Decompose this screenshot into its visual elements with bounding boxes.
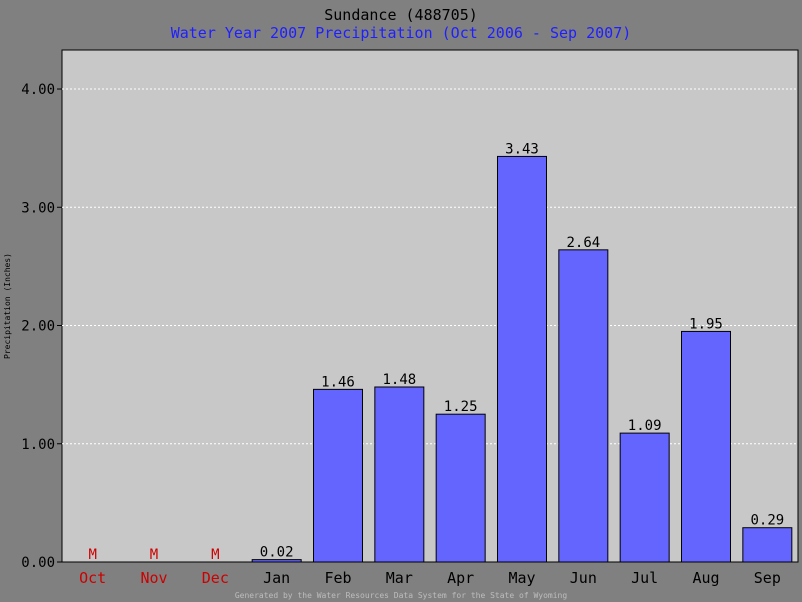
x-tick-label: Jan — [263, 569, 290, 587]
bar — [497, 155, 547, 563]
y-tick-label: 4.00 — [21, 82, 55, 98]
data-label: 1.48 — [382, 372, 416, 388]
bar — [251, 559, 302, 563]
bar — [435, 413, 486, 563]
bar — [374, 386, 425, 563]
y-tick-label: 1.00 — [21, 437, 55, 453]
x-tick-label: Nov — [140, 569, 167, 587]
missing-marker: M — [150, 547, 158, 563]
bar — [558, 249, 609, 563]
y-tick-label: 0.00 — [21, 555, 55, 571]
bars — [251, 155, 793, 563]
x-tick-label: Oct — [79, 569, 106, 587]
data-label: 1.09 — [628, 418, 662, 434]
x-tick-label: Jun — [570, 569, 597, 587]
bar — [742, 527, 793, 563]
x-tick-label: Feb — [324, 569, 351, 587]
chart-title: Sundance (488705) — [324, 6, 478, 24]
data-label: 0.29 — [750, 513, 784, 529]
y-axis-label: Precipitation (Inches) — [3, 253, 12, 359]
bar — [681, 330, 731, 563]
grid-lines — [62, 88, 798, 445]
x-tick-label: Aug — [692, 569, 719, 587]
data-label: 1.95 — [689, 316, 723, 332]
data-label: 3.43 — [505, 141, 539, 157]
footer-credit: Generated by the Water Resources Data Sy… — [235, 591, 568, 600]
data-label: 1.46 — [321, 374, 355, 390]
x-tick-label: Apr — [447, 569, 474, 587]
x-tick-label: May — [508, 569, 535, 587]
x-axis-ticks: Oct Nov Dec Jan Feb Mar Apr May Jun Jul Aug Sep — [79, 569, 781, 587]
chart-subtitle: Water Year 2007 Precipitation (Oct 2006 … — [171, 24, 632, 42]
y-tick-label: 3.00 — [21, 200, 55, 216]
x-tick-label: Jul — [631, 569, 658, 587]
y-axis-ticks: 0.00 1.00 2.00 3.00 4.00 — [21, 82, 62, 571]
bar — [313, 388, 363, 563]
x-tick-label: Sep — [754, 569, 781, 587]
x-tick-label: Dec — [202, 569, 229, 587]
x-tick-label: Mar — [386, 569, 413, 587]
plot-area — [61, 49, 799, 563]
missing-marker: M — [211, 547, 219, 563]
data-label: 0.02 — [260, 545, 294, 561]
data-label: 1.25 — [444, 399, 478, 415]
bar — [619, 432, 670, 563]
y-tick-label: 2.00 — [21, 319, 55, 335]
data-label: 2.64 — [566, 235, 600, 251]
value-labels: M M M 0.02 1.46 1.48 1.25 3.43 2.64 1.09 1.95 0.29 — [88, 141, 784, 563]
missing-marker: M — [88, 547, 96, 563]
